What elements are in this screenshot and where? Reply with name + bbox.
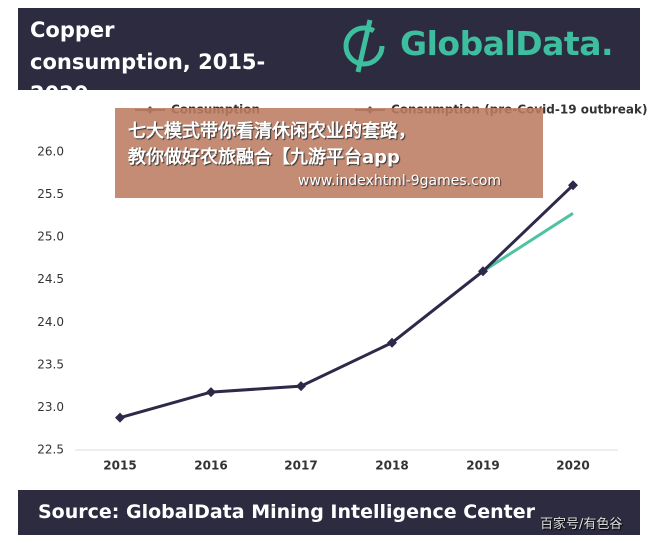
footer-band	[18, 490, 640, 535]
y-tick-label: 22.5	[37, 443, 64, 457]
point-marker	[296, 381, 306, 392]
x-tick-label: 2020	[556, 459, 589, 473]
point-marker	[206, 387, 216, 398]
series-line	[482, 212, 574, 273]
x-tick-label: 2019	[466, 459, 499, 473]
overlay-url: www.indexhtml-9games.com	[298, 173, 502, 189]
y-tick-label: 24.0	[37, 315, 64, 329]
x-tick-label: 2016	[194, 459, 227, 473]
point-marker	[568, 180, 578, 191]
source: Source: GlobalData Mining Intelligence C…	[38, 501, 535, 523]
y-tick-label: 23.0	[37, 400, 64, 414]
x-tick-label: 2015	[103, 459, 136, 473]
logo: GlobalData.	[400, 24, 614, 63]
header-band	[18, 8, 640, 90]
y-tick-label: 25.5	[37, 187, 64, 201]
overlay-banner	[115, 108, 543, 198]
x-tick-label: 2017	[284, 459, 317, 473]
x-tick-label: 2018	[375, 459, 408, 473]
watermark: 百家号/有色谷	[540, 517, 623, 532]
overlay-text: 教你做好农旅融合【九游平台app	[128, 147, 400, 168]
point-marker	[478, 266, 488, 277]
logo-icon	[343, 19, 385, 73]
overlay-text: 七大模式带你看清休闲农业的套路，	[128, 121, 416, 142]
y-tick-label: 25.0	[37, 230, 64, 244]
chart-title: Copper consumption, 2015-2020	[30, 18, 266, 106]
point-marker	[115, 412, 125, 423]
series-line	[119, 184, 575, 420]
y-tick-label: 26.0	[37, 145, 64, 159]
y-tick-label: 24.5	[37, 272, 64, 286]
y-tick-label: 23.5	[37, 357, 64, 371]
point-marker	[387, 337, 397, 348]
